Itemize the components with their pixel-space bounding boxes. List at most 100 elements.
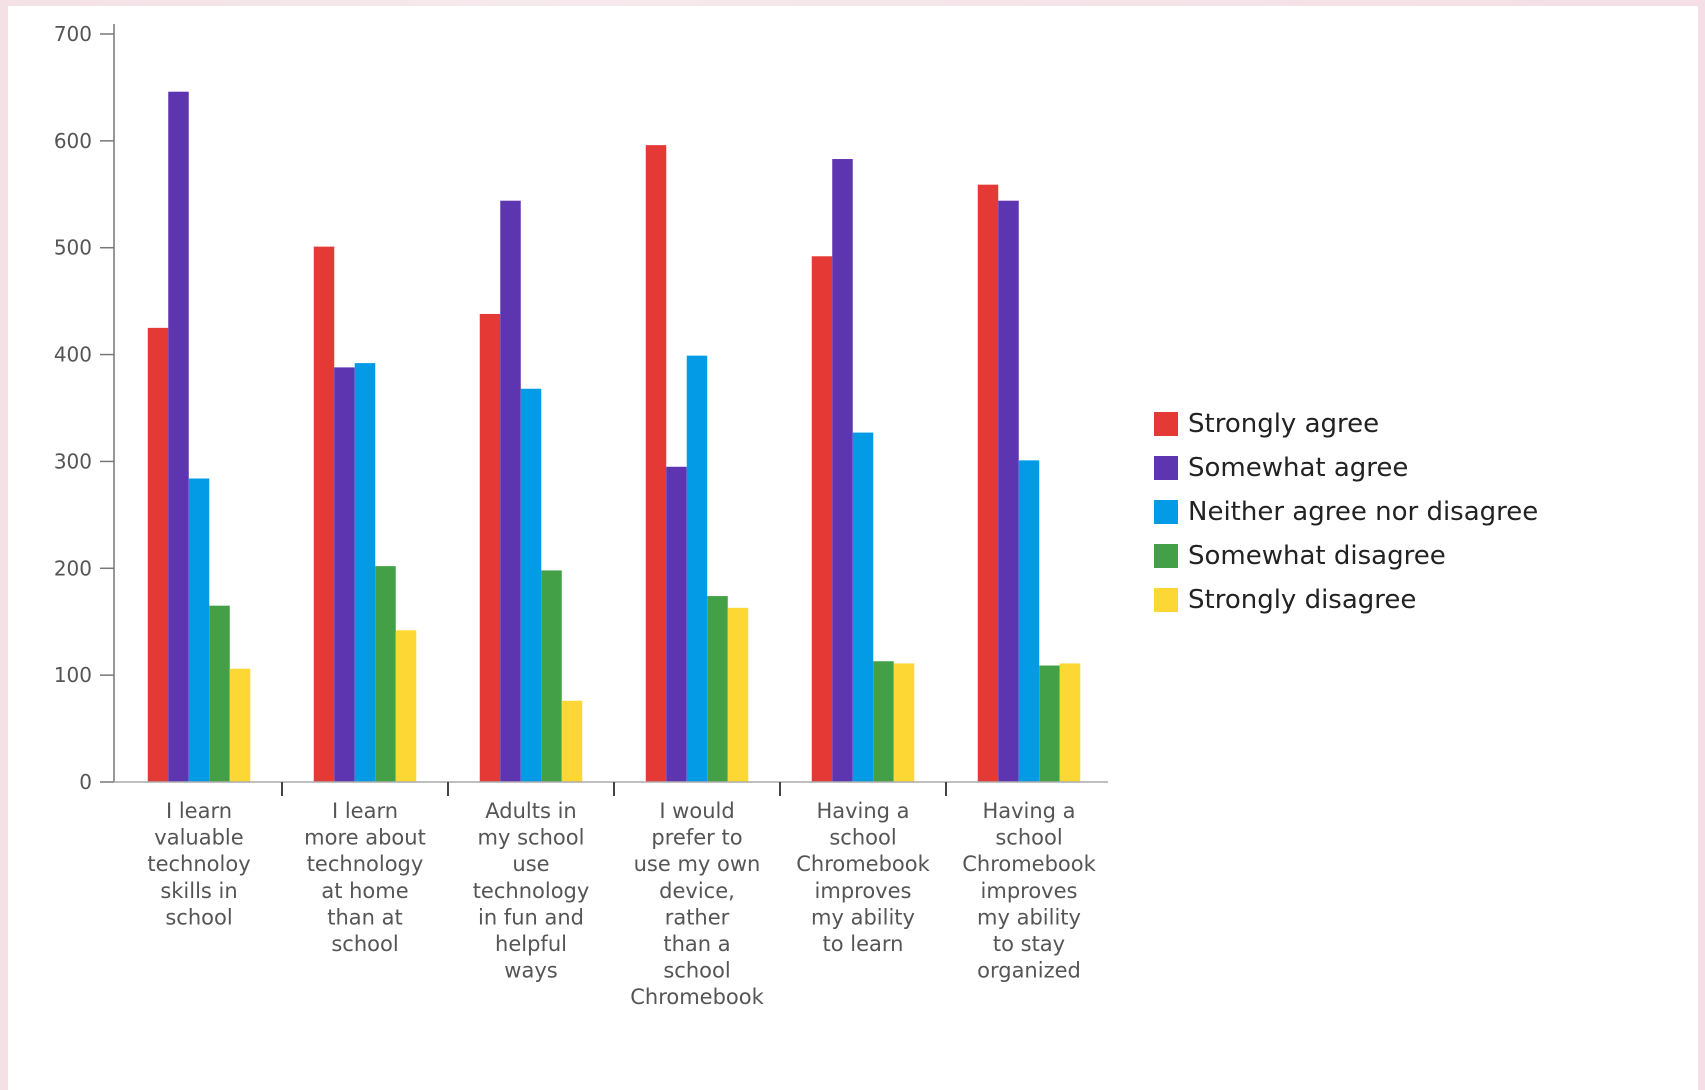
bar-strongly-agree-5 bbox=[811, 256, 833, 782]
y-tick-label: 0 bbox=[79, 770, 92, 794]
x-category-label: I learn valuable technoloy skills in school bbox=[147, 799, 250, 929]
bar-strongly-disagree-3 bbox=[561, 700, 583, 782]
legend-label: Strongly disagree bbox=[1188, 585, 1416, 615]
x-category-label-line: school bbox=[331, 932, 398, 956]
bar-strongly-disagree-4 bbox=[727, 607, 749, 782]
x-category-label-line: my ability bbox=[977, 905, 1081, 929]
legend-swatch bbox=[1154, 456, 1178, 480]
bar-strongly-disagree-6 bbox=[1059, 663, 1081, 782]
legend-label: Somewhat disagree bbox=[1188, 541, 1446, 571]
x-category-label-line: in fun and bbox=[478, 905, 584, 929]
y-ticks-group: 0 100 200 300 400 500 600 700 bbox=[54, 22, 114, 794]
bar-neither-agree-nor-disagree-5 bbox=[852, 432, 874, 782]
x-category-label-line: technology bbox=[473, 879, 590, 903]
bar-somewhat-disagree-1 bbox=[209, 605, 230, 782]
x-category-label-line: I would bbox=[659, 799, 734, 823]
x-category-label-line: rather bbox=[665, 905, 730, 929]
x-category-label-line: to stay bbox=[993, 932, 1065, 956]
x-category-label-line: than a bbox=[663, 932, 730, 956]
bar-somewhat-agree-1 bbox=[168, 91, 189, 782]
y-tick-label: 100 bbox=[54, 663, 92, 687]
bar-somewhat-agree-5 bbox=[832, 159, 853, 783]
x-category-label-line: school bbox=[995, 826, 1062, 850]
bar-somewhat-agree-2 bbox=[334, 367, 355, 782]
legend-label: Somewhat agree bbox=[1188, 453, 1408, 483]
x-category-label-line: I learn bbox=[166, 799, 232, 823]
bar-neither-agree-nor-disagree-1 bbox=[188, 478, 210, 782]
x-category-label-line: technoloy bbox=[147, 852, 250, 876]
x-category-label-line: at home bbox=[321, 879, 408, 903]
y-tick-label: 300 bbox=[54, 449, 92, 473]
bar-somewhat-disagree-5 bbox=[873, 661, 894, 782]
y-tick-label: 500 bbox=[54, 236, 92, 260]
x-category-label-line: school bbox=[663, 959, 730, 983]
x-category-label-line: than at bbox=[327, 905, 403, 929]
legend-swatch bbox=[1154, 544, 1178, 568]
legend-label: Strongly agree bbox=[1188, 409, 1379, 439]
x-category-label-line: Adults in bbox=[485, 799, 576, 823]
x-category-label-line: use my own bbox=[634, 852, 761, 876]
bar-strongly-agree-3 bbox=[479, 313, 501, 782]
x-category-label-line: my school bbox=[478, 826, 585, 850]
chart-panel: 0 100 200 300 400 500 600 700 I learn valuable te… bbox=[8, 6, 1698, 1090]
bar-strongly-agree-2 bbox=[313, 246, 335, 782]
x-category-label-line: technology bbox=[307, 852, 424, 876]
bar-strongly-agree-6 bbox=[977, 184, 999, 782]
x-category-label: I would prefer to use my own device, rather t… bbox=[630, 799, 764, 1009]
x-category-label-line: skills in bbox=[160, 879, 237, 903]
x-category-label: I learn more about technology at home than a… bbox=[304, 799, 426, 956]
x-category-label-line: use bbox=[512, 852, 549, 876]
bar-somewhat-agree-6 bbox=[998, 200, 1019, 782]
x-category-label: Having a school Chromebook improves my abili… bbox=[796, 799, 930, 956]
bar-strongly-agree-1 bbox=[147, 327, 169, 782]
bar-neither-agree-nor-disagree-4 bbox=[686, 355, 708, 782]
x-category-label-line: valuable bbox=[154, 826, 243, 850]
x-category-label-line: prefer to bbox=[651, 826, 742, 850]
x-category-label: Having a school Chromebook improves my abili… bbox=[962, 799, 1096, 983]
bar-somewhat-disagree-2 bbox=[375, 566, 396, 782]
bar-strongly-disagree-2 bbox=[395, 630, 417, 782]
bar-strongly-disagree-1 bbox=[229, 668, 251, 782]
y-tick-label: 400 bbox=[54, 343, 92, 367]
x-category-label-line: ways bbox=[504, 959, 557, 983]
bar-neither-agree-nor-disagree-6 bbox=[1018, 460, 1040, 782]
x-category-label: Adults in my school use technology in fun an… bbox=[473, 799, 590, 983]
x-category-label-line: Having a bbox=[982, 799, 1075, 823]
bar-neither-agree-nor-disagree-3 bbox=[520, 388, 542, 782]
x-category-label-line: improves bbox=[815, 879, 912, 903]
legend-swatch bbox=[1154, 500, 1178, 524]
bar-neither-agree-nor-disagree-2 bbox=[354, 363, 376, 782]
bar-somewhat-disagree-6 bbox=[1039, 665, 1060, 782]
bar-strongly-agree-4 bbox=[645, 145, 667, 783]
bar-somewhat-agree-4 bbox=[666, 466, 687, 782]
x-category-label-line: to learn bbox=[823, 932, 904, 956]
legend-swatch bbox=[1154, 588, 1178, 612]
bars-group bbox=[147, 91, 1081, 783]
bar-somewhat-disagree-4 bbox=[707, 596, 728, 782]
axes-group bbox=[113, 24, 1108, 783]
x-category-label-line: Chromebook bbox=[962, 852, 1096, 876]
x-category-label-line: helpful bbox=[495, 932, 567, 956]
legend-swatch bbox=[1154, 412, 1178, 436]
x-category-label-line: Chromebook bbox=[796, 852, 930, 876]
y-tick-label: 600 bbox=[54, 129, 92, 153]
x-category-label-line: Chromebook bbox=[630, 985, 764, 1009]
x-labels-group: I learn valuable technoloy skills in schoolI… bbox=[147, 782, 1097, 1009]
bar-somewhat-disagree-3 bbox=[541, 570, 562, 782]
y-tick-label: 700 bbox=[54, 22, 92, 46]
x-category-label-line: Having a bbox=[816, 799, 909, 823]
x-category-label-line: my ability bbox=[811, 905, 915, 929]
x-category-label-line: school bbox=[829, 826, 896, 850]
legend-label: Neither agree nor disagree bbox=[1188, 497, 1538, 527]
y-tick-label: 200 bbox=[54, 556, 92, 580]
bar-somewhat-agree-3 bbox=[500, 200, 521, 782]
x-category-label-line: device, bbox=[659, 879, 735, 903]
x-category-label-line: organized bbox=[977, 959, 1081, 983]
x-category-label-line: improves bbox=[981, 879, 1078, 903]
legend: Strongly agree Somewhat agree Neither agre… bbox=[1154, 409, 1538, 615]
x-category-label-line: more about bbox=[304, 826, 426, 850]
bar-strongly-disagree-5 bbox=[893, 663, 915, 782]
x-category-label-line: school bbox=[165, 905, 232, 929]
x-category-label-line: I learn bbox=[332, 799, 398, 823]
